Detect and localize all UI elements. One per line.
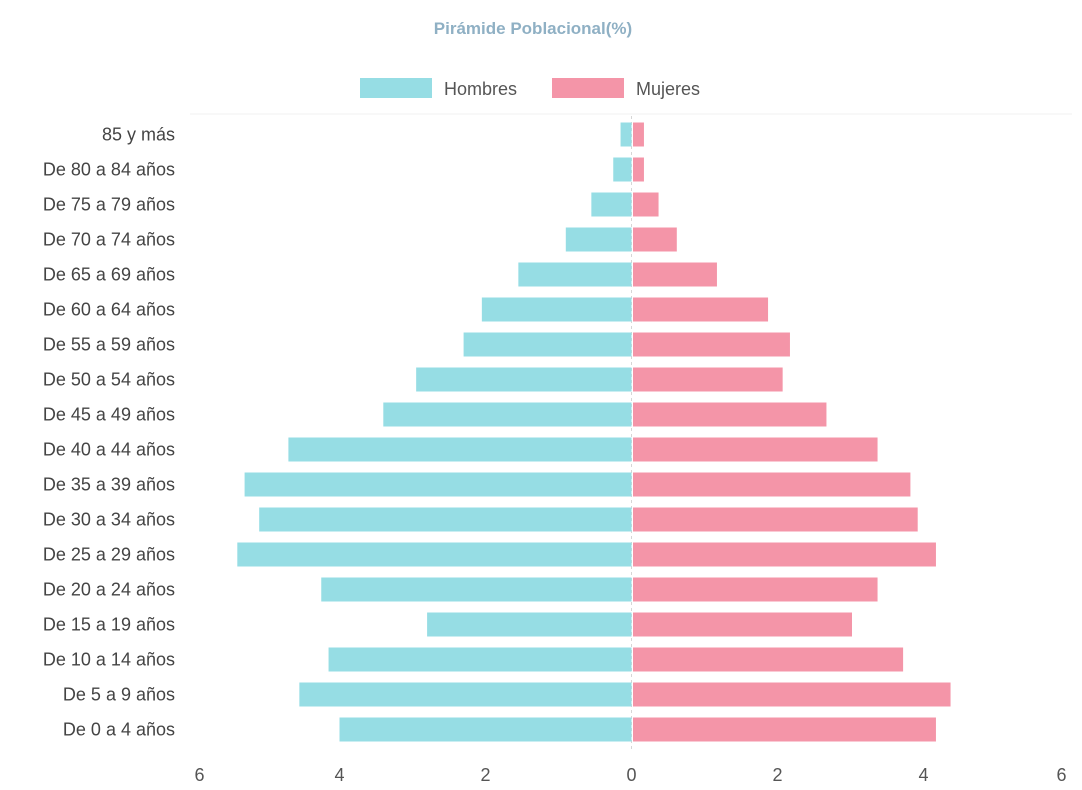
bar-hombres [518, 262, 632, 287]
legend: Hombres Mujeres [360, 78, 700, 99]
legend-swatch-hombres [360, 78, 432, 98]
chart-title: Pirámide Poblacional(%) [434, 19, 632, 38]
bar-mujeres [633, 332, 790, 357]
bar-mujeres [633, 122, 644, 147]
bar-hombres [427, 612, 632, 637]
bar-hombres [339, 717, 632, 742]
bar-mujeres [633, 297, 769, 322]
bar-mujeres [633, 577, 878, 602]
bar-hombres [299, 682, 632, 707]
bar-hombres [383, 402, 632, 427]
bar-mujeres [633, 647, 904, 672]
bar-hombres [463, 332, 632, 357]
category-label: De 55 a 59 años [43, 335, 175, 355]
bar-mujeres [633, 542, 936, 567]
bar-hombres [321, 577, 632, 602]
bar-hombres [237, 542, 632, 567]
x-tick-label: 0 [626, 765, 636, 785]
x-tick-label: 6 [1056, 765, 1066, 785]
legend-label-mujeres: Mujeres [636, 79, 700, 99]
x-tick-label: 2 [480, 765, 490, 785]
bar-mujeres [633, 367, 783, 392]
x-tick-label: 4 [918, 765, 928, 785]
bar-mujeres [633, 192, 659, 217]
bar-mujeres [633, 437, 878, 462]
category-label: De 25 a 29 años [43, 545, 175, 565]
category-label: De 15 a 19 años [43, 615, 175, 635]
category-label: De 35 a 39 años [43, 475, 175, 495]
category-label: De 70 a 74 años [43, 230, 175, 250]
category-label: De 40 a 44 años [43, 440, 175, 460]
bar-mujeres [633, 472, 911, 497]
x-axis-tick-labels: 6 4 2 0 2 4 6 [194, 765, 1066, 785]
category-label: 85 y más [102, 125, 175, 145]
category-label: De 65 a 69 años [43, 265, 175, 285]
legend-label-hombres: Hombres [444, 79, 517, 99]
bar-mujeres [633, 262, 717, 287]
bar-mujeres [633, 402, 827, 427]
category-label: De 10 a 14 años [43, 650, 175, 670]
bar-hombres [416, 367, 632, 392]
bar-mujeres [633, 717, 936, 742]
bar-hombres [288, 437, 632, 462]
category-label: De 5 a 9 años [63, 685, 175, 705]
bar-hombres [481, 297, 632, 322]
bar-hombres [328, 647, 632, 672]
category-labels: 85 y más De 80 a 84 años De 75 a 79 años De… [43, 125, 175, 740]
x-tick-label: 4 [334, 765, 344, 785]
x-tick-label: 2 [772, 765, 782, 785]
bar-hombres [244, 472, 632, 497]
category-label: De 30 a 34 años [43, 510, 175, 530]
category-label: De 0 a 4 años [63, 720, 175, 740]
legend-swatch-mujeres [552, 78, 624, 98]
category-label: De 75 a 79 años [43, 195, 175, 215]
bars-group [237, 122, 951, 742]
bar-mujeres [633, 157, 644, 182]
x-tick-label: 6 [194, 765, 204, 785]
bar-hombres [259, 507, 632, 532]
category-label: De 20 a 24 años [43, 580, 175, 600]
bar-mujeres [633, 227, 677, 252]
bar-hombres [613, 157, 632, 182]
bar-mujeres [633, 612, 852, 637]
category-label: De 50 a 54 años [43, 370, 175, 390]
bar-hombres [620, 122, 632, 147]
bar-mujeres [633, 682, 951, 707]
category-label: De 60 a 64 años [43, 300, 175, 320]
bar-hombres [591, 192, 632, 217]
bar-hombres [565, 227, 632, 252]
bar-mujeres [633, 507, 918, 532]
category-label: De 80 a 84 años [43, 160, 175, 180]
category-label: De 45 a 49 años [43, 405, 175, 425]
